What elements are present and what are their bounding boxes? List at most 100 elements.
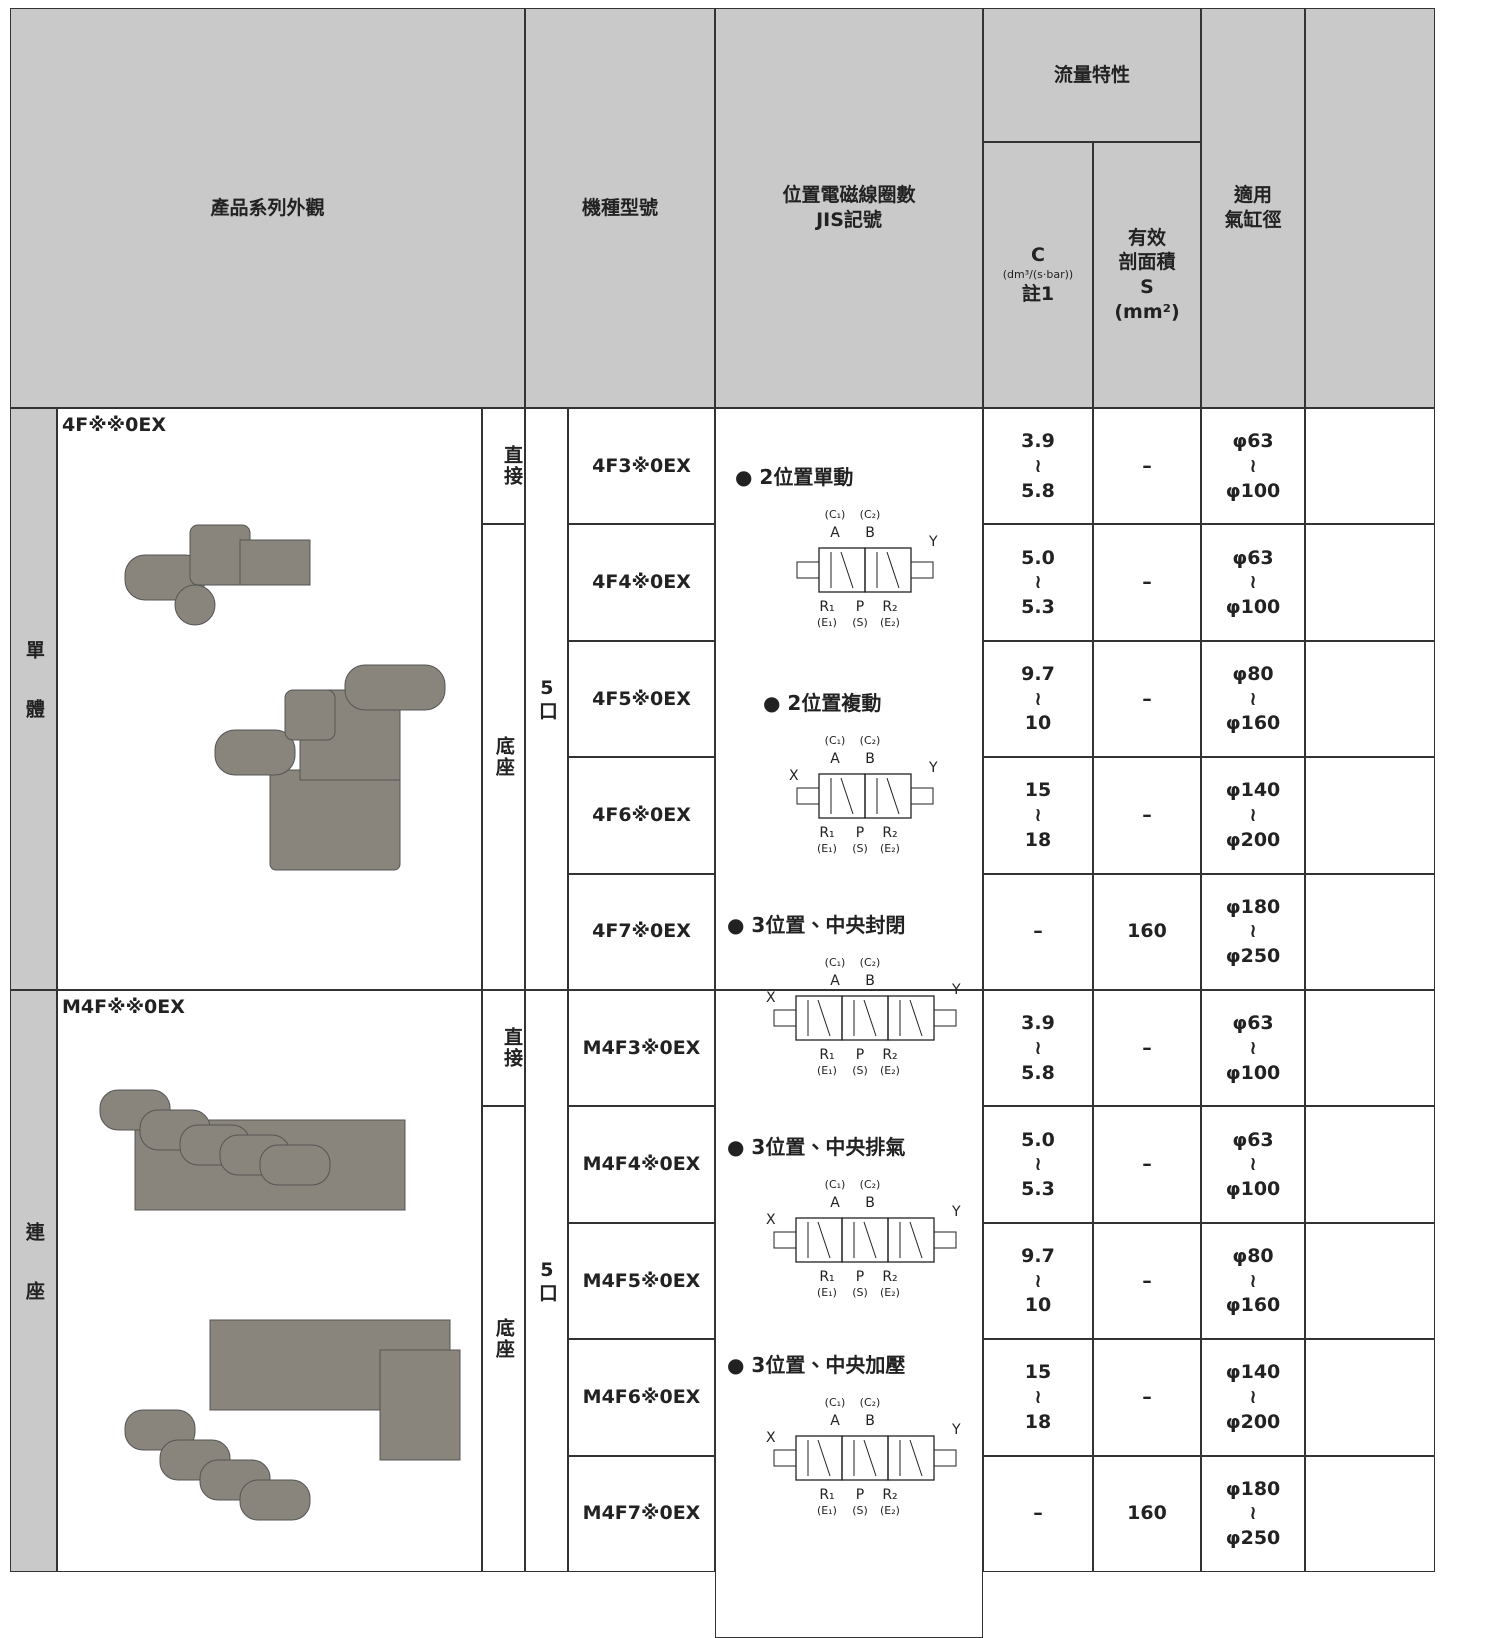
bore: φ80 ≀ φ160	[1201, 640, 1305, 758]
bore-text: φ140	[1225, 779, 1281, 802]
model: 4F4※0EX	[568, 524, 715, 641]
bore: φ140 ≀ φ200	[1201, 1339, 1305, 1456]
port-exhaust: (E₁)	[817, 842, 837, 855]
side-label: 連座	[10, 990, 57, 1572]
mount-base-text: 底座	[492, 736, 515, 779]
port-top: (C₁)	[825, 956, 846, 969]
bore-text: φ200	[1225, 828, 1281, 851]
flow-s: –	[1093, 640, 1201, 758]
valve-arrow	[863, 1439, 877, 1477]
bore: φ63 ≀ φ100	[1201, 990, 1305, 1107]
solenoid-left	[773, 1009, 797, 1027]
port-bottom: P	[856, 1269, 864, 1285]
port-ab: B	[865, 525, 875, 541]
model-text: M4F4※0EX	[582, 1153, 701, 1176]
port-top: (C₁)	[825, 508, 846, 521]
flow-s-text: –	[1142, 1153, 1152, 1176]
model-text: 4F4※0EX	[592, 571, 691, 594]
bore-text: φ160	[1225, 712, 1281, 735]
header-s-text: S	[1140, 276, 1154, 298]
flow-c: 9.7 ≀ 10	[983, 1222, 1093, 1340]
flow-c-text: ≀	[1034, 804, 1042, 827]
mount-direct: 直接	[482, 408, 525, 525]
bore-text: ≀	[1249, 1153, 1257, 1176]
flow-s-text: 160	[1127, 920, 1167, 943]
flow-c-text: 10	[1024, 712, 1052, 735]
port-ab: A	[830, 1413, 840, 1429]
port-bottom: P	[856, 825, 864, 841]
port-bottom: R₂	[882, 825, 897, 841]
bore-text: ≀	[1249, 571, 1257, 594]
label-y: Y	[928, 760, 938, 776]
symbol-title: ● 3位置、中央封閉	[727, 913, 905, 937]
bore-text: ≀	[1249, 920, 1257, 943]
bore-text: φ180	[1225, 1477, 1281, 1500]
header-appearance: 產品系列外觀	[10, 8, 525, 408]
series-cell-text: 4F※※0EX	[62, 414, 166, 436]
header-bore-text: 氣缸徑	[1224, 209, 1282, 231]
port-exhaust: (E₂)	[880, 1504, 900, 1517]
symbol-title: ● 2位置複動	[763, 691, 881, 715]
side-label: 單體	[10, 408, 57, 990]
bore-text: ≀	[1249, 804, 1257, 827]
flow-c-text: 18	[1024, 1410, 1052, 1433]
flow-c-text: 18	[1024, 828, 1052, 851]
header-s-text: 有效	[1127, 226, 1166, 249]
header-c-text: (dm³/(s·bar))	[1002, 267, 1074, 281]
valve-arrow	[863, 1221, 877, 1259]
flow-c-text: 10	[1024, 1294, 1052, 1317]
bore-text: ≀	[1249, 1269, 1257, 1292]
flow-c-text: 3.9	[1021, 1012, 1055, 1035]
port-ab: A	[830, 1195, 840, 1211]
port-ab: A	[830, 525, 840, 541]
header-flow: 流量特性	[983, 8, 1201, 142]
bore-text: ≀	[1249, 1502, 1257, 1525]
flow-c-text: 3.9	[1021, 430, 1055, 453]
header-c-text: 註1	[1021, 283, 1055, 306]
flow-s-text: –	[1142, 454, 1152, 477]
flow-s-text: –	[1142, 1386, 1152, 1409]
port-bottom: R₁	[819, 825, 834, 841]
flow-s: –	[1093, 757, 1201, 874]
series-cell-text: M4F※※0EX	[62, 996, 185, 1018]
bore-text: φ180	[1225, 895, 1281, 918]
port-exhaust: (E₂)	[880, 1064, 900, 1077]
flow-c: 9.7 ≀ 10	[983, 640, 1093, 758]
valve-arrow	[817, 1439, 831, 1477]
bore: φ80 ≀ φ160	[1201, 1222, 1305, 1340]
flow-c-text: ≀	[1034, 1386, 1042, 1409]
port-exhaust: (S)	[852, 842, 868, 855]
bore-text: φ100	[1225, 595, 1281, 618]
flow-s: 160	[1093, 1455, 1201, 1572]
ports-text: 5口	[535, 676, 558, 722]
port-exhaust: (E₂)	[880, 616, 900, 629]
blank	[1305, 640, 1435, 758]
photo-manifold	[99, 1089, 461, 1521]
bore-text: φ80	[1232, 1244, 1274, 1267]
label-y: Y	[928, 534, 938, 550]
port-top: (C₂)	[860, 956, 881, 969]
model-text: 4F3※0EX	[592, 454, 691, 477]
valve-arrow	[840, 551, 854, 589]
valve-arrow	[909, 1221, 923, 1259]
mount-direct-text: 直接	[501, 445, 523, 488]
port-ab: B	[865, 1413, 875, 1429]
flow-c-text: ≀	[1034, 687, 1042, 710]
port-bottom: R₂	[882, 1269, 897, 1285]
blank	[1305, 524, 1435, 641]
bore-text: φ63	[1232, 430, 1274, 453]
flow-s: –	[1093, 1106, 1201, 1223]
port-ab: B	[865, 1195, 875, 1211]
header-model: 機種型號	[525, 8, 715, 408]
solenoid-right	[933, 1009, 957, 1027]
port-exhaust: (E₂)	[880, 1286, 900, 1299]
blank	[1305, 757, 1435, 874]
solenoid-right	[910, 561, 934, 579]
blank	[1305, 1339, 1435, 1456]
model-text: M4F7※0EX	[582, 1502, 701, 1525]
flow-c-text: 5.8	[1021, 479, 1055, 502]
header-symbol-text: 位置電磁線圈數	[782, 184, 916, 207]
bore: φ140 ≀ φ200	[1201, 757, 1305, 874]
blank	[1305, 1106, 1435, 1223]
